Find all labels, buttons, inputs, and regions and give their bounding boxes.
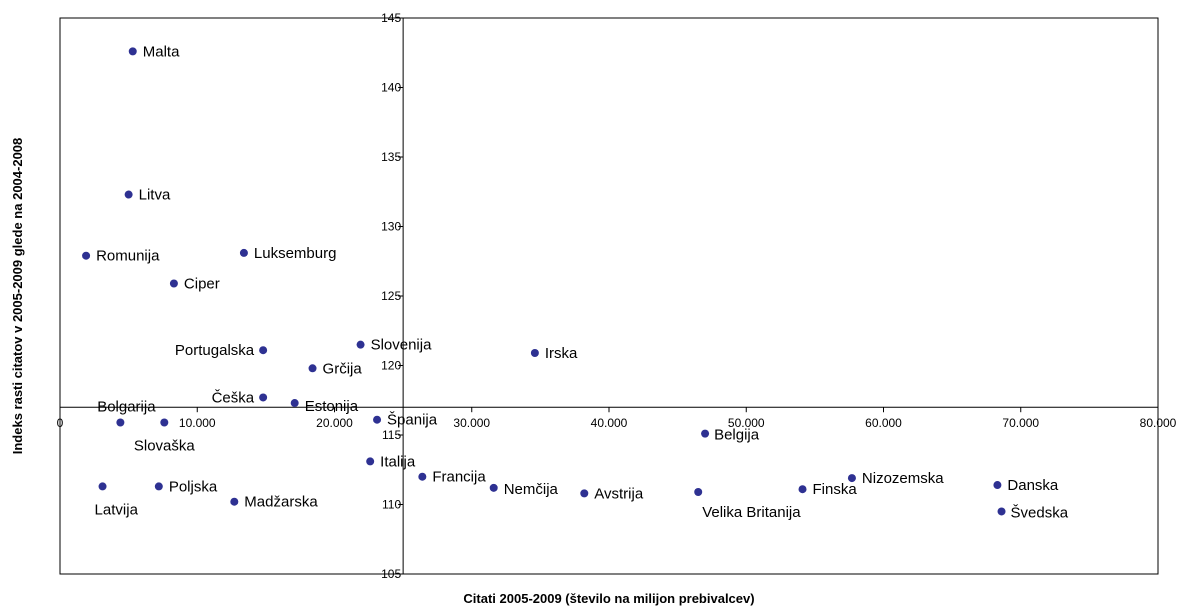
data-point [259,393,268,402]
y-tick-label: 135 [381,150,401,164]
data-point [356,340,365,349]
data-label: Irska [545,345,578,362]
data-label: Estonija [305,398,359,415]
data-point [530,348,539,357]
data-label: Belgija [714,427,760,444]
data-label: Nizozemska [862,470,944,487]
x-tick-label: 80.000 [1140,416,1177,430]
data-point [489,483,498,492]
data-point [154,482,163,491]
data-label: Avstrija [594,485,644,502]
y-tick-label: 115 [382,428,401,442]
data-point [82,251,91,260]
x-tick-label: 70.000 [1002,416,1039,430]
data-label: Malta [143,43,180,60]
data-label: Grčija [323,360,363,377]
data-point [128,47,137,56]
data-label: Češka [212,389,255,406]
data-label: Poljska [169,478,218,495]
data-label: Latvija [95,501,139,518]
data-label: Slovenija [371,337,433,354]
data-label: Italija [380,453,416,470]
data-point [997,507,1006,516]
data-label: Španija [387,412,438,429]
data-point [308,364,317,373]
data-label: Danska [1007,477,1059,494]
plot-area [59,17,1159,575]
data-point [124,190,133,199]
data-point [160,418,169,427]
data-label: Nemčija [504,481,559,498]
data-point [798,485,807,494]
y-axis-title: Indeks rasti citatov v 2005-2009 glede n… [10,138,25,455]
data-label: Bolgarija [97,398,156,415]
data-label: Portugalska [175,342,255,359]
data-point [366,457,375,466]
tick-labels: 0 10.000 20.000 30.000 40.000 50.000 60.000 70.… [57,11,1177,581]
data-label: Litva [139,187,171,204]
data-point [259,346,268,355]
data-point [418,472,427,481]
data-label: Ciper [184,275,220,292]
x-tick-label: 20.000 [316,416,353,430]
y-tick-label: 110 [382,498,401,512]
data-point [694,487,703,496]
x-tick-label: 10.000 [179,416,216,430]
data-label: Finska [813,481,858,498]
data-label: Francija [432,469,486,486]
data-label: Romunija [96,248,160,265]
y-tick-label: 105 [381,567,401,581]
data-point [116,418,125,427]
axes [59,17,1159,575]
y-tick-label: 130 [381,220,401,234]
x-tick-label: 50.000 [728,416,765,430]
data-point [239,248,248,257]
x-tick-label: 60.000 [865,416,902,430]
data-label: Velika Britanija [702,504,801,521]
data-label: Luksemburg [254,245,337,262]
data-point [98,482,107,491]
data-point [290,399,299,408]
x-tick-label: 40.000 [591,416,628,430]
data-point [230,497,239,506]
x-tick-label: 30.000 [453,416,490,430]
data-points [82,47,1006,516]
x-axis-title: Citati 2005-2009 (število na milijon pre… [463,591,754,606]
data-point [373,415,382,424]
data-label: Slovaška [134,437,196,454]
data-point [847,474,856,483]
data-point [701,429,710,438]
y-tick-label: 125 [381,289,401,303]
data-point [993,481,1002,490]
y-tick-label: 140 [381,81,401,95]
data-label: Madžarska [244,494,318,511]
data-point [169,279,178,288]
data-label: Švedska [1011,504,1069,521]
point-labels: Malta Litva Romunija Luksemburg Ciper Portuga… [95,43,1069,521]
y-tick-label: 145 [381,11,401,25]
x-tick-label: 0 [57,416,64,430]
data-point [580,489,589,498]
y-tick-label: 120 [381,359,401,373]
